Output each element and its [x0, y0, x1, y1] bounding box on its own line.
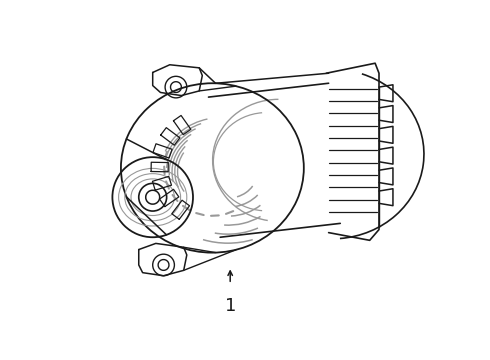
Polygon shape — [121, 71, 424, 251]
Text: 1: 1 — [224, 297, 236, 315]
